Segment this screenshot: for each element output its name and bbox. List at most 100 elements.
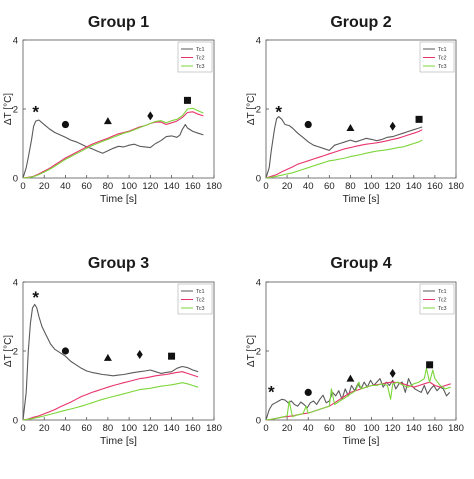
asterisk-marker: * [32,103,39,122]
legend-label: Tc3 [438,306,447,312]
x-tick-label: 160 [427,423,443,434]
x-tick-label: 40 [60,181,71,192]
y-tick-label: 0 [13,416,18,427]
x-tick-label: 120 [385,181,401,192]
x-tick-label: 60 [81,181,92,192]
x-tick-label: 80 [345,423,356,434]
x-tick-label: 0 [263,423,268,434]
legend-label: Tc3 [196,306,205,312]
x-tick-label: 80 [345,181,356,192]
square-marker [183,96,191,104]
chart-title: Group 4 [330,255,391,272]
y-tick-label: 2 [256,347,261,358]
asterisk-marker: * [32,288,39,307]
x-tick-label: 40 [303,181,314,192]
chart-title: Group 1 [88,14,149,31]
asterisk-marker: * [275,103,282,122]
square-marker [168,352,176,360]
legend-box [177,41,213,73]
legend: Tc1 Tc2 Tc3 [419,283,455,315]
x-tick-label: 160 [185,423,201,434]
x-tick-label: 120 [385,423,401,434]
series-line-tc3 [265,367,451,421]
circle-marker [61,120,70,129]
asterisk-marker: * [268,383,275,402]
x-tick-label: 180 [206,423,222,434]
x-tick-label: 140 [164,423,180,434]
diamond-marker [136,349,143,359]
x-tick-label: 20 [39,181,50,192]
square-marker [415,115,423,123]
x-tick-label: 20 [39,423,50,434]
y-tick-label: 4 [13,278,18,289]
x-tick-label: 60 [324,181,335,192]
y-axis-label: ΔT [°C] [3,93,14,125]
y-tick-label: 0 [13,174,18,185]
legend: Tc1 Tc2 Tc3 [177,283,213,315]
triangle-marker [346,374,355,382]
y-axis-label: ΔT [°C] [246,335,257,367]
series-line-tc2 [265,129,423,179]
legend-label: Tc2 [196,298,205,304]
y-tick-label: 2 [13,347,18,358]
triangle-marker [103,353,112,361]
x-axis-label: Time [s] [343,193,380,205]
y-axis-label: ΔT [°C] [246,93,257,125]
legend-label: Tc2 [438,56,447,62]
x-tick-label: 140 [406,423,422,434]
x-tick-label: 20 [282,181,293,192]
square-marker [426,361,434,369]
diamond-marker [389,121,396,131]
y-tick-label: 4 [256,36,261,47]
series-line-tc3 [265,139,423,179]
diamond-marker [389,368,396,378]
legend-label: Tc1 [438,289,447,295]
x-tick-label: 120 [142,423,158,434]
x-tick-label: 40 [303,423,314,434]
series-line-tc3 [22,382,199,421]
chart-title: Group 3 [88,255,149,272]
y-tick-label: 4 [256,278,261,289]
x-tick-label: 20 [282,423,293,434]
x-tick-label: 140 [406,181,422,192]
x-tick-label: 100 [121,423,137,434]
series-line-tc2 [22,371,199,421]
y-axis-label: ΔT [°C] [3,335,14,367]
legend-label: Tc1 [196,289,205,295]
y-tick-label: 2 [256,105,261,116]
x-tick-label: 160 [185,181,201,192]
chart-title: Group 2 [330,14,391,31]
circle-marker [61,347,70,355]
circle-marker [304,120,312,129]
x-tick-label: 80 [103,423,114,434]
series-line-tc1 [265,116,423,179]
x-tick-label: 180 [448,423,464,434]
series-line-tc2 [22,111,204,179]
legend-box [177,283,213,315]
series-line-tc1 [22,119,204,179]
x-tick-label: 0 [20,423,25,434]
y-tick-label: 2 [13,105,18,116]
x-tick-label: 100 [364,181,380,192]
x-tick-label: 40 [60,423,71,434]
legend: Tc1 Tc2 Tc3 [177,41,213,73]
x-tick-label: 100 [121,181,137,192]
legend-label: Tc1 [196,47,205,53]
y-tick-label: 0 [256,416,261,427]
x-tick-label: 60 [324,423,335,434]
x-tick-label: 120 [142,181,158,192]
x-tick-label: 0 [263,181,268,192]
circle-marker [304,388,312,396]
x-tick-label: 80 [103,181,114,192]
legend-label: Tc3 [438,64,447,70]
x-tick-label: 0 [20,181,25,192]
triangle-marker [346,123,355,131]
series-line-tc1 [22,303,199,421]
x-axis-label: Time [s] [100,193,137,205]
diamond-marker [147,111,154,121]
legend-label: Tc3 [196,64,205,70]
